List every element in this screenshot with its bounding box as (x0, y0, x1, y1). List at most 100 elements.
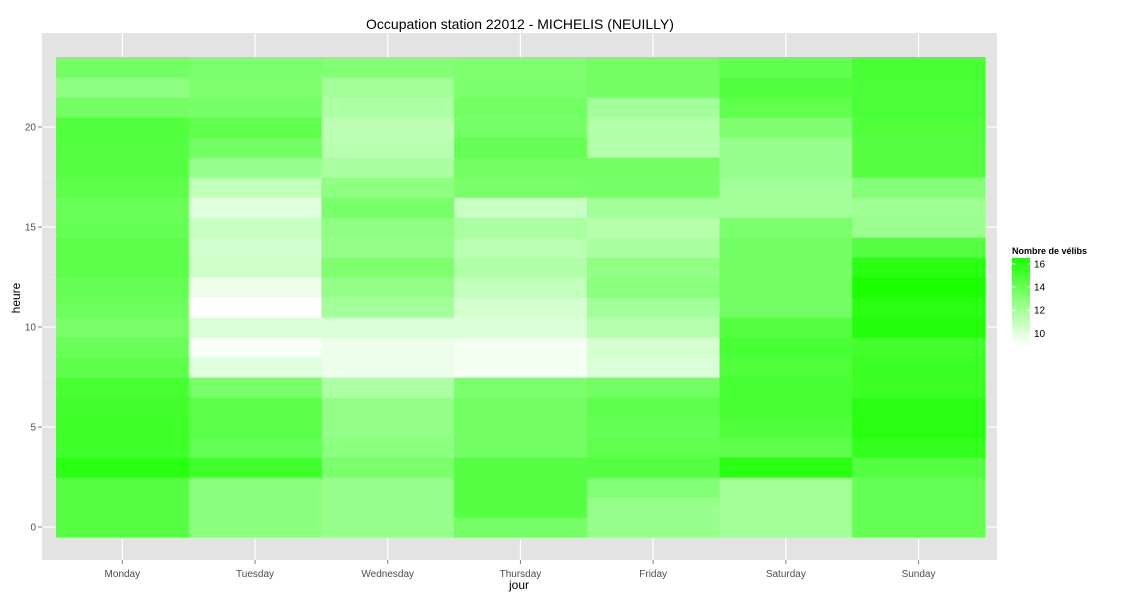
heatmap-cell-thursday-4 (454, 437, 588, 458)
heatmap-cell-wednesday-20 (321, 117, 455, 138)
heatmap-cell-thursday-2 (454, 477, 588, 498)
heatmap-cell-sunday-3 (852, 457, 986, 478)
heatmap-cell-monday-23 (56, 57, 190, 78)
heatmap-cell-sunday-15 (852, 217, 986, 238)
legend-tick-label: 10 (1034, 329, 1046, 340)
heatmap-cell-saturday-11 (719, 297, 853, 318)
heatmap-cell-sunday-2 (852, 477, 986, 498)
y-tick-label: 0 (30, 523, 36, 534)
heatmap-cell-saturday-1 (719, 497, 853, 518)
heatmap-cell-thursday-16 (454, 197, 588, 218)
x-tick-label: Thursday (500, 569, 542, 580)
heatmap-cell-thursday-20 (454, 117, 588, 138)
heatmap-cell-wednesday-16 (321, 197, 455, 218)
heatmap-cell-monday-6 (56, 397, 190, 418)
heatmap-cell-thursday-11 (454, 297, 588, 318)
heatmap-cell-monday-13 (56, 257, 190, 278)
heatmap-cell-wednesday-0 (321, 517, 455, 538)
heatmap-cell-tuesday-6 (188, 397, 322, 418)
heatmap-cell-friday-0 (586, 517, 721, 538)
heatmap-cell-wednesday-12 (321, 277, 455, 298)
heatmap-cell-saturday-16 (719, 197, 853, 218)
heatmap-cell-saturday-19 (719, 137, 853, 158)
heatmap-cell-tuesday-5 (188, 417, 322, 438)
heatmap-cell-thursday-19 (454, 137, 588, 158)
heatmap-cell-monday-5 (56, 417, 190, 438)
heatmap-cell-friday-14 (586, 237, 721, 258)
heatmap-cell-sunday-18 (852, 157, 986, 178)
heatmap-cell-sunday-12 (852, 277, 986, 298)
heatmap-cell-wednesday-3 (321, 457, 455, 478)
heatmap-cell-friday-2 (586, 477, 721, 498)
heatmap-cell-sunday-23 (852, 57, 986, 78)
legend-tick-label: 12 (1034, 306, 1046, 317)
heatmap-cell-wednesday-2 (321, 477, 455, 498)
heatmap-cell-wednesday-8 (321, 357, 455, 378)
heatmap-cell-saturday-18 (719, 157, 853, 178)
heatmap-cell-monday-3 (56, 457, 190, 478)
heatmap-cell-monday-16 (56, 197, 190, 218)
heatmap-cell-sunday-10 (852, 317, 986, 338)
heatmap-cell-wednesday-7 (321, 377, 455, 398)
heatmap-cell-tuesday-1 (188, 497, 322, 518)
heatmap-cell-saturday-7 (719, 377, 853, 398)
heatmap-cell-saturday-14 (719, 237, 853, 258)
legend-title: Nombre de vélibs (1012, 246, 1087, 256)
heatmap-cell-tuesday-15 (188, 217, 322, 238)
heatmap-cell-monday-7 (56, 377, 190, 398)
heatmap-cell-friday-4 (586, 437, 721, 458)
heatmap-cell-tuesday-13 (188, 257, 322, 278)
y-axis-title: heure (9, 282, 23, 313)
heatmap-cell-tuesday-21 (188, 97, 322, 118)
heatmap-cell-friday-23 (586, 57, 721, 78)
heatmap-cell-friday-6 (586, 397, 721, 418)
heatmap-cell-saturday-5 (719, 417, 853, 438)
heatmap-cell-tuesday-8 (188, 357, 322, 378)
heatmap-cell-wednesday-18 (321, 157, 455, 178)
heatmap-cell-tuesday-3 (188, 457, 322, 478)
heatmap-cell-sunday-16 (852, 197, 986, 218)
heatmap-cell-saturday-0 (719, 517, 853, 538)
heatmap-cell-friday-1 (586, 497, 721, 518)
heatmap-cell-saturday-8 (719, 357, 853, 378)
heatmap-cell-friday-22 (586, 77, 721, 98)
heatmap-cell-monday-18 (56, 157, 190, 178)
heatmap-cell-friday-3 (586, 457, 721, 478)
heatmap-cell-monday-19 (56, 137, 190, 158)
heatmap-cell-saturday-13 (719, 257, 853, 278)
heatmap-cell-tuesday-0 (188, 517, 322, 538)
heatmap-cell-sunday-21 (852, 97, 986, 118)
heatmap-cell-monday-14 (56, 237, 190, 258)
heatmap-cell-monday-21 (56, 97, 190, 118)
heatmap-cell-saturday-3 (719, 457, 853, 478)
heatmap-cell-sunday-5 (852, 417, 986, 438)
heatmap-cell-saturday-20 (719, 117, 853, 138)
heatmap-cell-saturday-4 (719, 437, 853, 458)
heatmap-cell-tuesday-16 (188, 197, 322, 218)
heatmap-cell-monday-20 (56, 117, 190, 138)
heatmap-cell-monday-10 (56, 317, 190, 338)
legend-color-bar (1012, 258, 1030, 345)
heatmap-cell-tuesday-19 (188, 137, 322, 158)
heatmap-cell-thursday-21 (454, 97, 588, 118)
heatmap-cell-tuesday-2 (188, 477, 322, 498)
heatmap-cell-sunday-13 (852, 257, 986, 278)
heatmap-cell-sunday-19 (852, 137, 986, 158)
heatmap-tiles (56, 57, 986, 538)
heatmap-cell-monday-0 (56, 517, 190, 538)
heatmap-cell-wednesday-9 (321, 337, 455, 358)
heatmap-cell-tuesday-14 (188, 237, 322, 258)
heatmap-cell-saturday-17 (719, 177, 853, 198)
heatmap-cell-monday-4 (56, 437, 190, 458)
heatmap-cell-sunday-22 (852, 77, 986, 98)
heatmap-cell-friday-18 (586, 157, 721, 178)
heatmap-cell-monday-12 (56, 277, 190, 298)
heatmap-cell-friday-16 (586, 197, 721, 218)
heatmap-cell-sunday-9 (852, 337, 986, 358)
y-tick-label: 5 (30, 423, 36, 434)
heatmap-cell-thursday-12 (454, 277, 588, 298)
heatmap-cell-wednesday-15 (321, 217, 455, 238)
heatmap-cell-tuesday-4 (188, 437, 322, 458)
heatmap-cell-friday-10 (586, 317, 721, 338)
heatmap-cell-tuesday-10 (188, 317, 322, 338)
